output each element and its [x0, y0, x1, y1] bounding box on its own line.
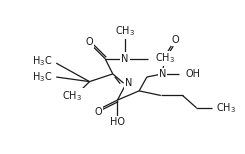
Text: HO: HO — [110, 118, 125, 127]
Text: N: N — [159, 69, 166, 79]
Text: CH$_3$: CH$_3$ — [155, 52, 175, 65]
Text: O: O — [86, 37, 93, 47]
Text: CH$_3$: CH$_3$ — [62, 89, 83, 103]
Text: CH$_3$: CH$_3$ — [115, 24, 135, 38]
Text: O: O — [172, 35, 179, 45]
Text: OH: OH — [186, 69, 201, 79]
Text: H$_3$C: H$_3$C — [32, 70, 52, 84]
Text: N: N — [125, 78, 133, 88]
Text: H$_3$C: H$_3$C — [32, 55, 52, 69]
Text: O: O — [94, 107, 102, 117]
Text: CH$_3$: CH$_3$ — [216, 101, 236, 115]
Text: N: N — [122, 54, 129, 63]
